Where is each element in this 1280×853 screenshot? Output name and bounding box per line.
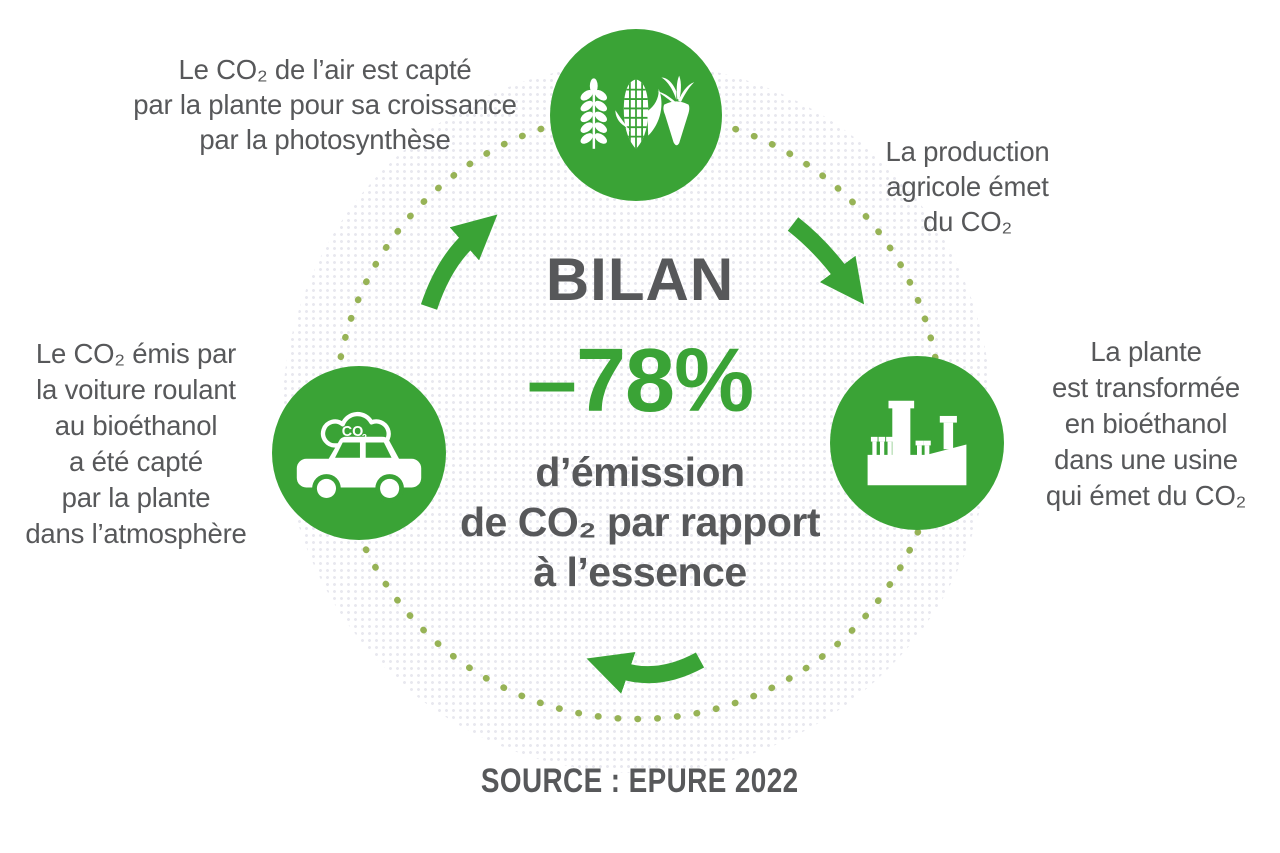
factory-node — [830, 356, 1004, 530]
arrow-factory-to-car — [586, 651, 705, 694]
agricultural-production-label: La production agricole émet du CO₂ — [885, 136, 1050, 237]
photosynthesis-label: Le CO₂ de l’air est capté par la plante … — [133, 54, 517, 155]
crops-node — [550, 29, 722, 201]
center-title: BILAN — [545, 246, 735, 313]
cloud-co2-text: CO — [342, 423, 364, 439]
factory-icon — [867, 400, 967, 485]
factory-transformation-label: La plante est transformée en bioéthanol … — [1045, 336, 1247, 511]
car-node: CO 2 — [272, 366, 446, 540]
center-value: –78% — [526, 331, 754, 431]
center-description: d’émission de CO₂ par rapport à l’essenc… — [459, 449, 821, 595]
source-text: SOURCE : EPURE 2022 — [481, 762, 799, 800]
car-with-co2-cloud-icon: CO 2 — [296, 411, 422, 503]
wheat-corn-carrot-icon — [580, 75, 695, 149]
source-line: SOURCE : EPURE 2022 — [0, 762, 1280, 801]
arrow-crops-to-factory — [787, 217, 865, 305]
car-emission-label: Le CO₂ émis par la voiture roulant au bi… — [25, 338, 247, 549]
arrow-car-to-crops — [420, 214, 498, 310]
